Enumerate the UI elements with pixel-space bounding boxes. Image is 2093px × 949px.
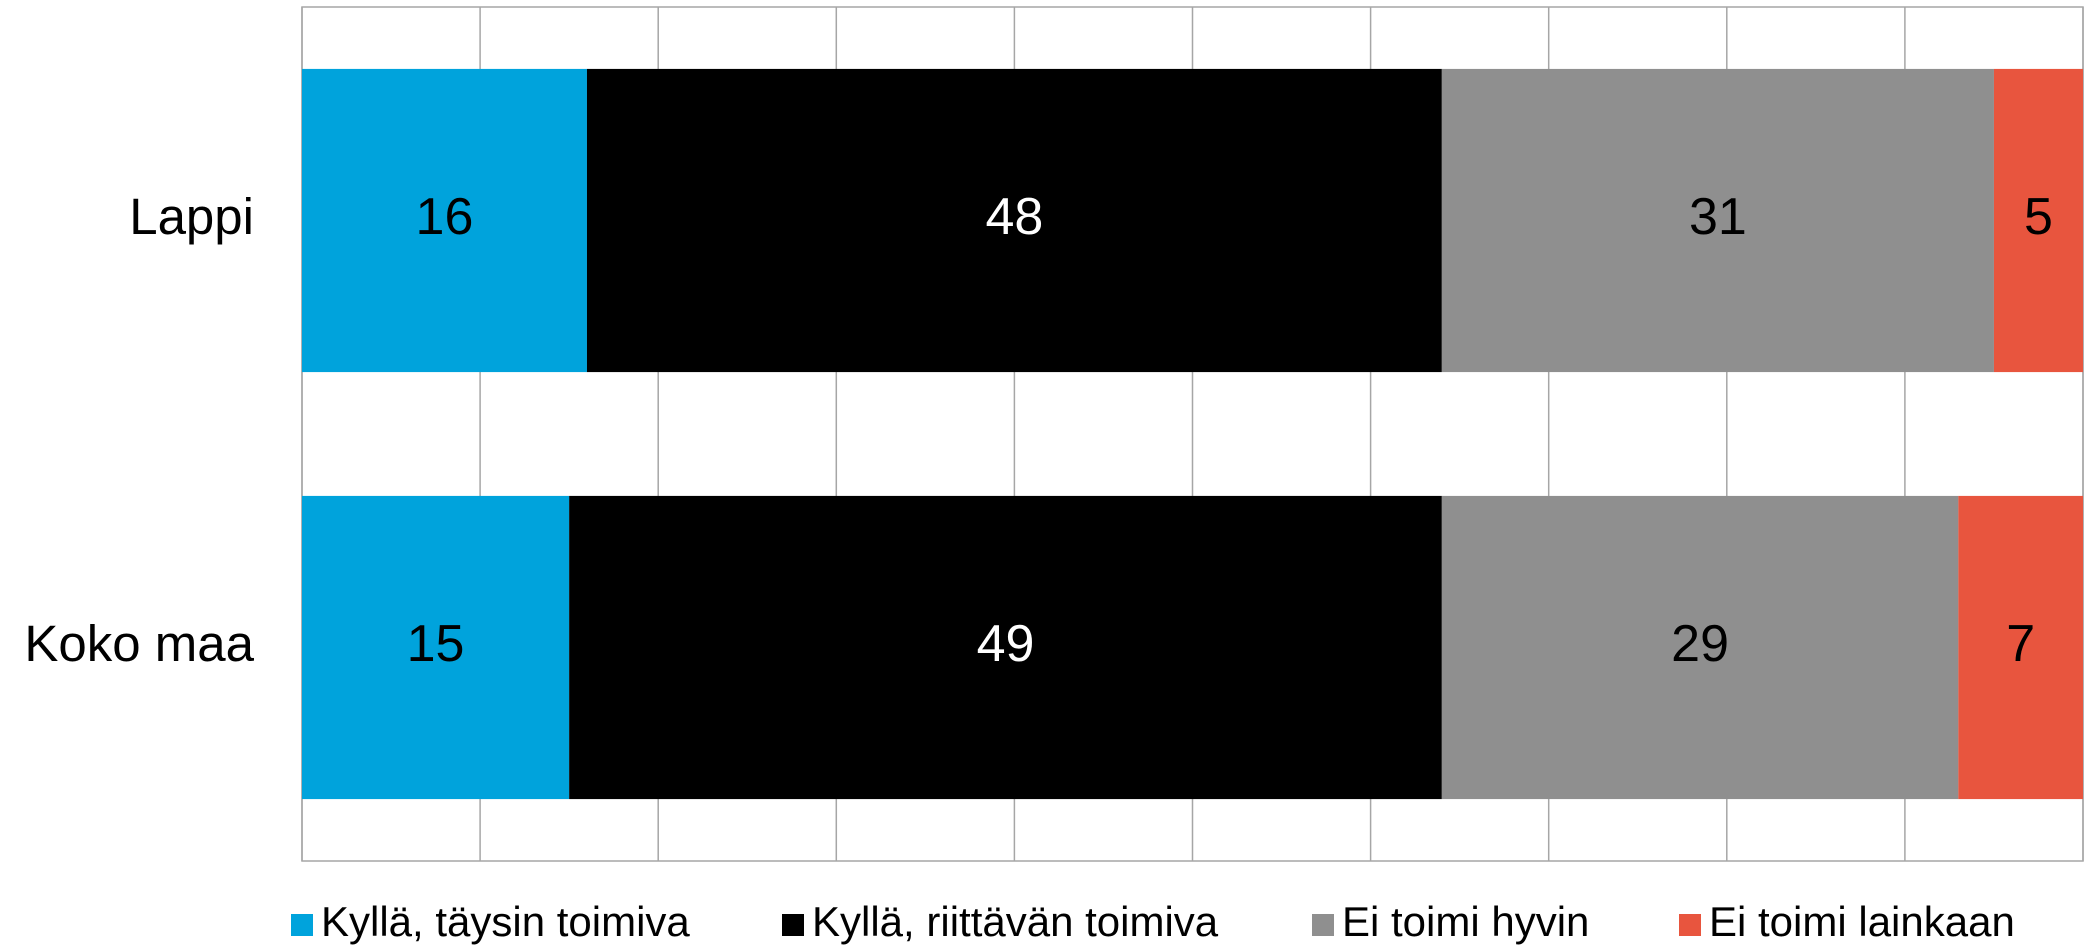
legend-swatch — [1312, 914, 1334, 936]
bar-segment — [302, 68, 587, 373]
legend-label: Kyllä, täysin toimiva — [321, 898, 690, 945]
category-label: Lappi — [129, 188, 254, 245]
data-label: 15 — [407, 615, 465, 673]
plot-frame — [301, 6, 2084, 862]
data-label: 7 — [2006, 615, 2035, 673]
data-label: 48 — [985, 188, 1043, 246]
data-label: 49 — [977, 615, 1035, 673]
legend-swatch — [291, 914, 313, 936]
legend-swatch — [782, 914, 804, 936]
bar-segment — [1441, 495, 1959, 800]
data-label: 31 — [1689, 188, 1747, 246]
legend-label: Kyllä, riittävän toimiva — [812, 898, 1219, 945]
bar-segment — [1993, 68, 2083, 373]
data-label: 5 — [2024, 188, 2053, 246]
legend-label: Ei toimi lainkaan — [1709, 898, 2015, 945]
legend-label: Ei toimi hyvin — [1342, 898, 1589, 945]
data-label: 16 — [416, 188, 474, 246]
bar-segment — [569, 495, 1442, 800]
legend-swatch — [1679, 914, 1701, 936]
bar-segment — [1958, 495, 2083, 800]
bar-segment — [586, 68, 1442, 373]
bar-segment — [1441, 68, 1994, 373]
data-label: 29 — [1671, 615, 1729, 673]
category-label: Koko maa — [24, 615, 254, 672]
bar-segment — [302, 495, 570, 800]
